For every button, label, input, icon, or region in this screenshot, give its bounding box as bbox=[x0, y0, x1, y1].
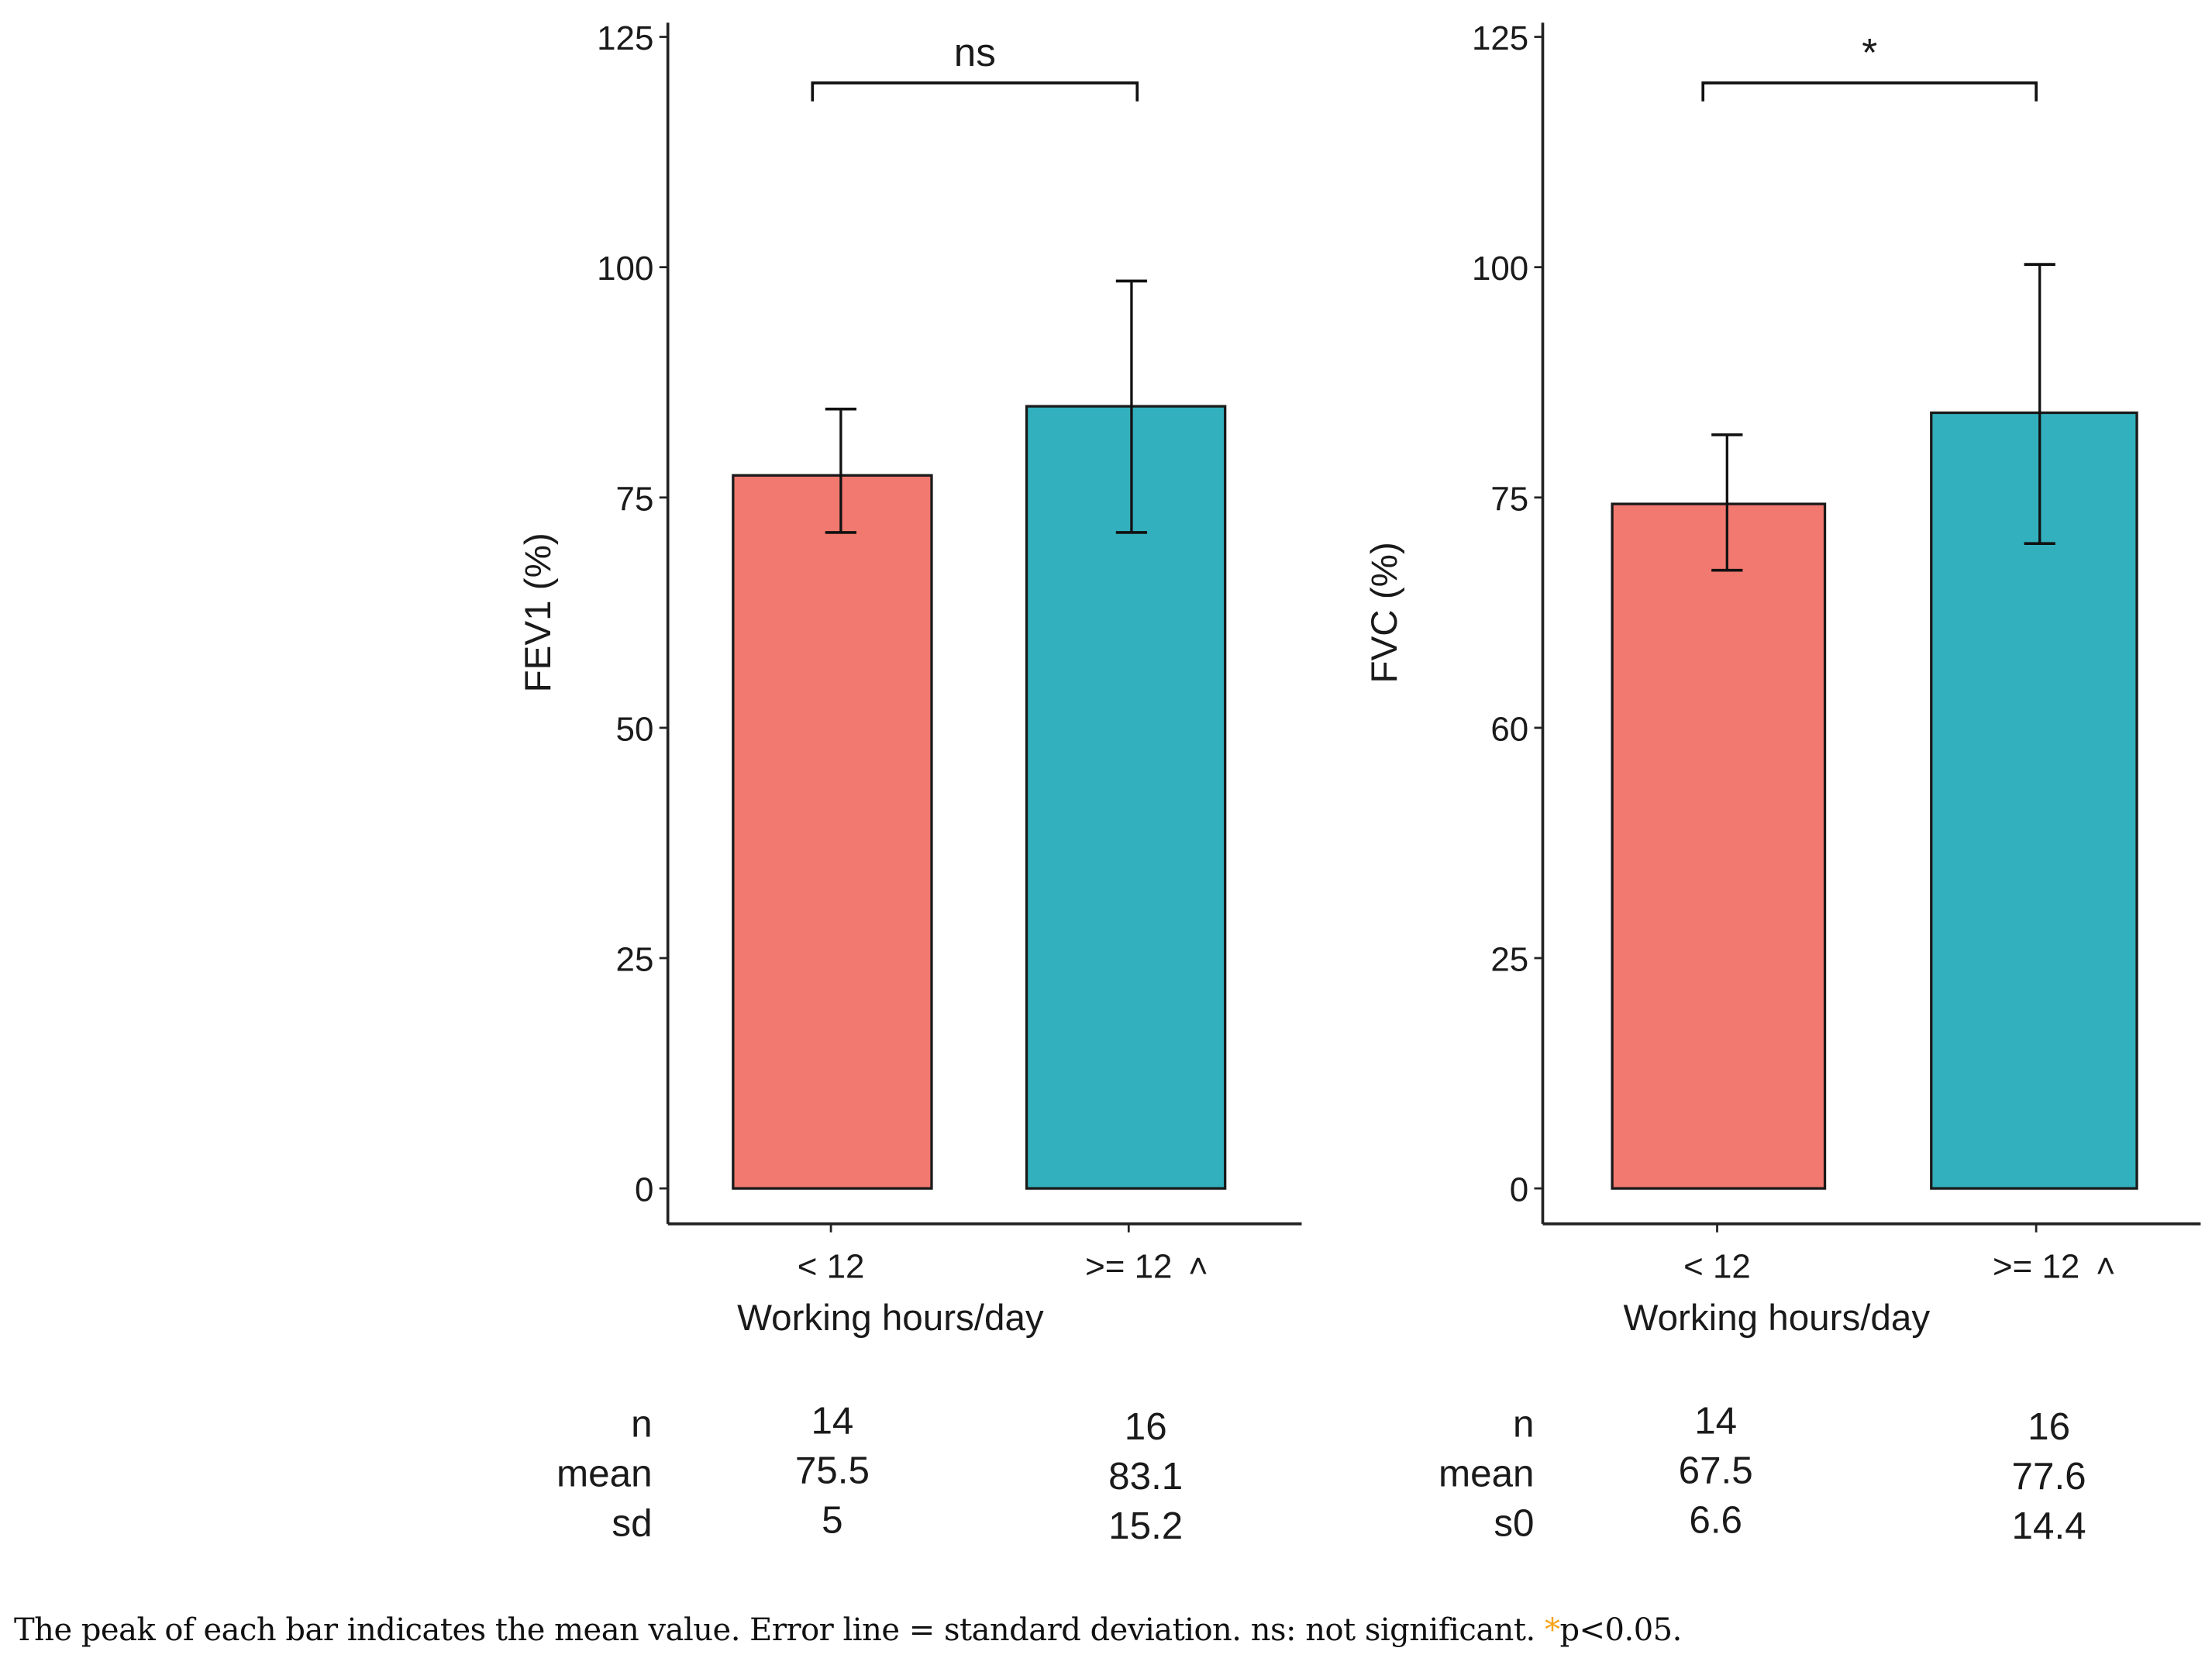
caption-text-end: p<0.05. bbox=[1559, 1612, 1682, 1648]
y-tick-label: 25 bbox=[1490, 940, 1528, 978]
y-tick-label: 0 bbox=[1510, 1171, 1528, 1209]
y-tick-label: 60 bbox=[1490, 710, 1528, 748]
y-axis-title: FEV1 (%) bbox=[518, 533, 559, 692]
stats-row-label: mean bbox=[1438, 1452, 1535, 1494]
stats-row-label: mean bbox=[556, 1452, 653, 1494]
stats-cell: 14 bbox=[811, 1400, 853, 1443]
bar bbox=[1025, 405, 1227, 1190]
y-tick-label: 125 bbox=[597, 19, 653, 57]
x-axis-title: Working hours/day bbox=[1624, 1298, 1931, 1339]
caption-star: * bbox=[1544, 1612, 1560, 1648]
bar bbox=[1611, 502, 1827, 1190]
y-tick-label: 75 bbox=[616, 480, 654, 518]
stats-row-label: s0 bbox=[1494, 1501, 1534, 1544]
x-axis-title: Working hours/day bbox=[737, 1298, 1044, 1339]
y-tick-label: 75 bbox=[1490, 480, 1528, 518]
stats-cell: 16 bbox=[2028, 1405, 2070, 1448]
y-tick-label: 50 bbox=[616, 710, 654, 748]
y-tick-label: 25 bbox=[616, 940, 654, 978]
y-tick-label: 100 bbox=[597, 250, 653, 288]
significance-bracket bbox=[1701, 81, 2038, 102]
y-tick-label: 125 bbox=[1472, 19, 1528, 57]
panel-fev1: 0 25 50 75 100 125 FEV1 (%) < 12 >= 12 ˄ Working h… bbox=[518, 19, 1302, 1547]
stats-cell: 16 bbox=[1125, 1405, 1167, 1448]
stats-cell: 14.4 bbox=[2012, 1505, 2086, 1547]
stats-cell: 5 bbox=[822, 1499, 842, 1542]
caret-marker-icon: ˄ bbox=[1188, 1247, 1208, 1285]
stats-cell: 14 bbox=[1694, 1400, 1737, 1443]
stats-cell: 75.5 bbox=[795, 1450, 870, 1492]
significance-label: * bbox=[1862, 30, 1877, 74]
x-tick-label: >= 12 bbox=[1993, 1247, 2079, 1285]
stats-cell: 15.2 bbox=[1108, 1505, 1183, 1547]
stats-row-label: n bbox=[1513, 1402, 1534, 1445]
caret-marker-icon: ˄ bbox=[2096, 1247, 2116, 1285]
stats-row-label: sd bbox=[612, 1501, 652, 1544]
bar bbox=[732, 474, 933, 1190]
y-tick-label: 100 bbox=[1472, 250, 1528, 288]
y-tick-label: 0 bbox=[635, 1171, 653, 1209]
bar bbox=[1930, 411, 2138, 1190]
figure-caption: The peak of each bar indicates the mean … bbox=[14, 1612, 1682, 1648]
x-tick-label: < 12 bbox=[798, 1247, 865, 1285]
stats-cell: 6.6 bbox=[1689, 1499, 1742, 1542]
stats-cell: 77.6 bbox=[2012, 1455, 2086, 1498]
panel-fvc: 0 25 60 75 100 125 FVC (%) < 12 >= 12 ˄ Working ho… bbox=[1364, 19, 2201, 1547]
x-tick-label: < 12 bbox=[1683, 1247, 1751, 1285]
stats-cell: 67.5 bbox=[1679, 1450, 1753, 1492]
stats-row-label: n bbox=[631, 1402, 652, 1445]
significance-bracket bbox=[811, 81, 1139, 102]
x-tick-label: >= 12 bbox=[1085, 1247, 1172, 1285]
y-axis-title: FVC (%) bbox=[1364, 542, 1405, 683]
caption-text: The peak of each bar indicates the mean … bbox=[14, 1612, 1545, 1648]
stats-cell: 83.1 bbox=[1108, 1455, 1183, 1498]
significance-label: ns bbox=[954, 30, 996, 74]
